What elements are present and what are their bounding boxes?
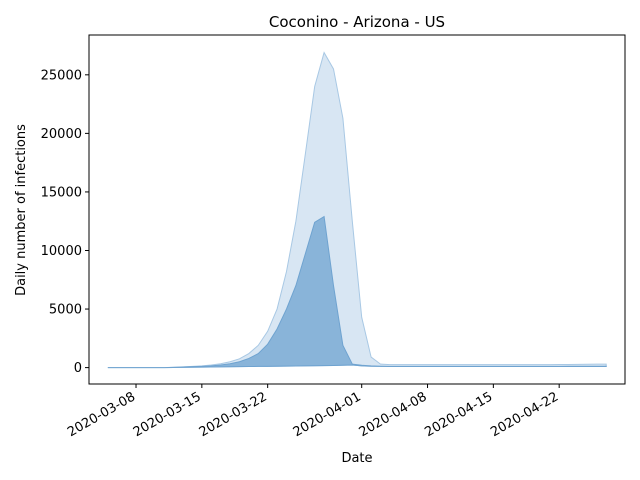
y-tick-label: 15000 xyxy=(41,185,82,200)
y-tick-label: 20000 xyxy=(41,127,82,142)
chart-title: Coconino - Arizona - US xyxy=(269,13,445,31)
y-tick-label: 25000 xyxy=(41,68,82,83)
y-axis: 0 5000 10000 15000 20000 25000 xyxy=(41,68,89,376)
x-tick-label: 2020-04-01 xyxy=(291,389,364,440)
y-tick-label: 5000 xyxy=(49,303,82,318)
area-series-1 xyxy=(107,215,607,369)
x-tick-label: 2020-04-08 xyxy=(357,389,430,440)
area-series-0 xyxy=(107,51,607,369)
plot-frame xyxy=(88,34,626,385)
area-layer xyxy=(107,51,607,369)
x-tick-label: 2020-04-15 xyxy=(422,389,495,440)
x-tick-label: 2020-03-22 xyxy=(197,389,270,440)
x-axis-label: Date xyxy=(341,451,372,466)
y-tick-label: 0 xyxy=(74,361,82,376)
y-tick-label: 10000 xyxy=(41,244,82,259)
y-axis-label: Daily number of infections xyxy=(14,124,29,296)
x-tick-label: 2020-04-22 xyxy=(488,389,561,440)
x-tick-label: 2020-03-15 xyxy=(131,389,204,440)
x-tick-label: 2020-03-08 xyxy=(65,389,138,440)
